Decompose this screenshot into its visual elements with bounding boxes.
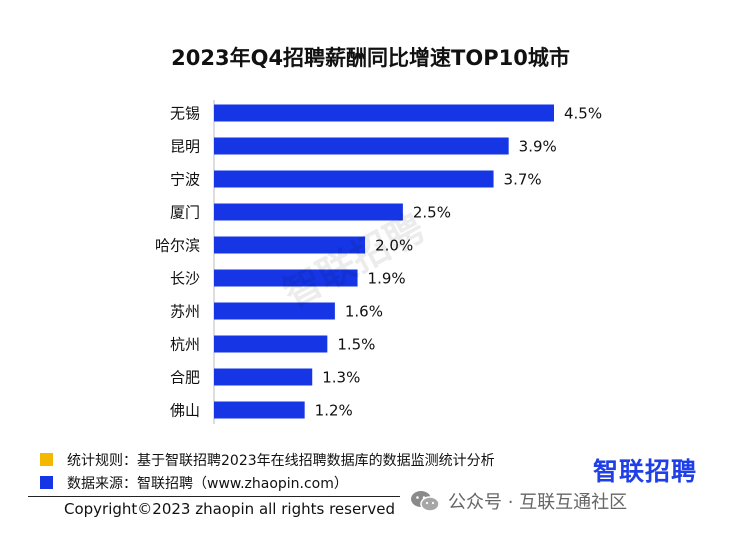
brand-logo: 智联招聘 bbox=[593, 457, 698, 486]
category-label: 杭州 bbox=[170, 336, 200, 354]
chart-title: 2023年Q4招聘薪酬同比增速TOP10城市 bbox=[171, 46, 570, 70]
bar-group: 无锡 4.5% 昆明 3.9% 宁波 3.7% 厦门 2.5% 哈尔滨 2.0% 长沙 1.9% 苏州 1… bbox=[155, 104, 602, 420]
rule-note: 统计规则：基于智联招聘2023年在线招聘数据库的数据监测统计分析 bbox=[40, 448, 495, 471]
copyright-text: Copyright©2023 zhaopin all rights reserv… bbox=[64, 500, 395, 518]
bar bbox=[214, 236, 366, 254]
value-label: 3.9% bbox=[519, 138, 557, 156]
rule-note-text: 统计规则：基于智联招聘2023年在线招聘数据库的数据监测统计分析 bbox=[67, 452, 495, 469]
source-note-text: 数据来源：智联招聘（www.zhaopin.com） bbox=[67, 475, 348, 492]
value-label: 1.5% bbox=[337, 336, 375, 354]
bar bbox=[214, 302, 335, 320]
value-label: 2.5% bbox=[413, 204, 451, 222]
source-note: 数据来源：智联招聘（www.zhaopin.com） bbox=[40, 471, 495, 494]
rule-swatch bbox=[40, 453, 53, 466]
divider bbox=[28, 496, 400, 497]
category-label: 合肥 bbox=[170, 369, 200, 387]
bar bbox=[214, 203, 403, 221]
category-label: 无锡 bbox=[170, 105, 200, 123]
wechat-watermark: 公众号 · 互联互通社区 bbox=[410, 488, 627, 514]
value-label: 1.9% bbox=[368, 270, 406, 288]
bar bbox=[214, 368, 313, 386]
source-swatch bbox=[40, 476, 53, 489]
bar bbox=[214, 104, 554, 122]
chart-notes: 统计规则：基于智联招聘2023年在线招聘数据库的数据监测统计分析 数据来源：智联… bbox=[40, 448, 495, 494]
category-label: 长沙 bbox=[170, 270, 200, 288]
category-label: 佛山 bbox=[170, 402, 200, 420]
value-label: 4.5% bbox=[564, 105, 602, 123]
category-label: 宁波 bbox=[170, 171, 200, 189]
bar bbox=[214, 170, 494, 188]
value-label: 1.6% bbox=[345, 303, 383, 321]
bar bbox=[214, 401, 305, 419]
value-label: 1.2% bbox=[315, 402, 353, 420]
bar bbox=[214, 269, 358, 287]
category-label: 苏州 bbox=[170, 303, 200, 321]
category-label: 昆明 bbox=[170, 138, 200, 156]
value-label: 3.7% bbox=[504, 171, 542, 189]
bar bbox=[214, 335, 328, 353]
bar bbox=[214, 137, 509, 155]
wechat-icon bbox=[411, 491, 440, 512]
value-label: 2.0% bbox=[375, 237, 413, 255]
value-label: 1.3% bbox=[322, 369, 360, 387]
category-label: 厦门 bbox=[170, 204, 200, 222]
wechat-text: 公众号 · 互联互通社区 bbox=[448, 492, 628, 513]
category-label: 哈尔滨 bbox=[155, 237, 200, 255]
